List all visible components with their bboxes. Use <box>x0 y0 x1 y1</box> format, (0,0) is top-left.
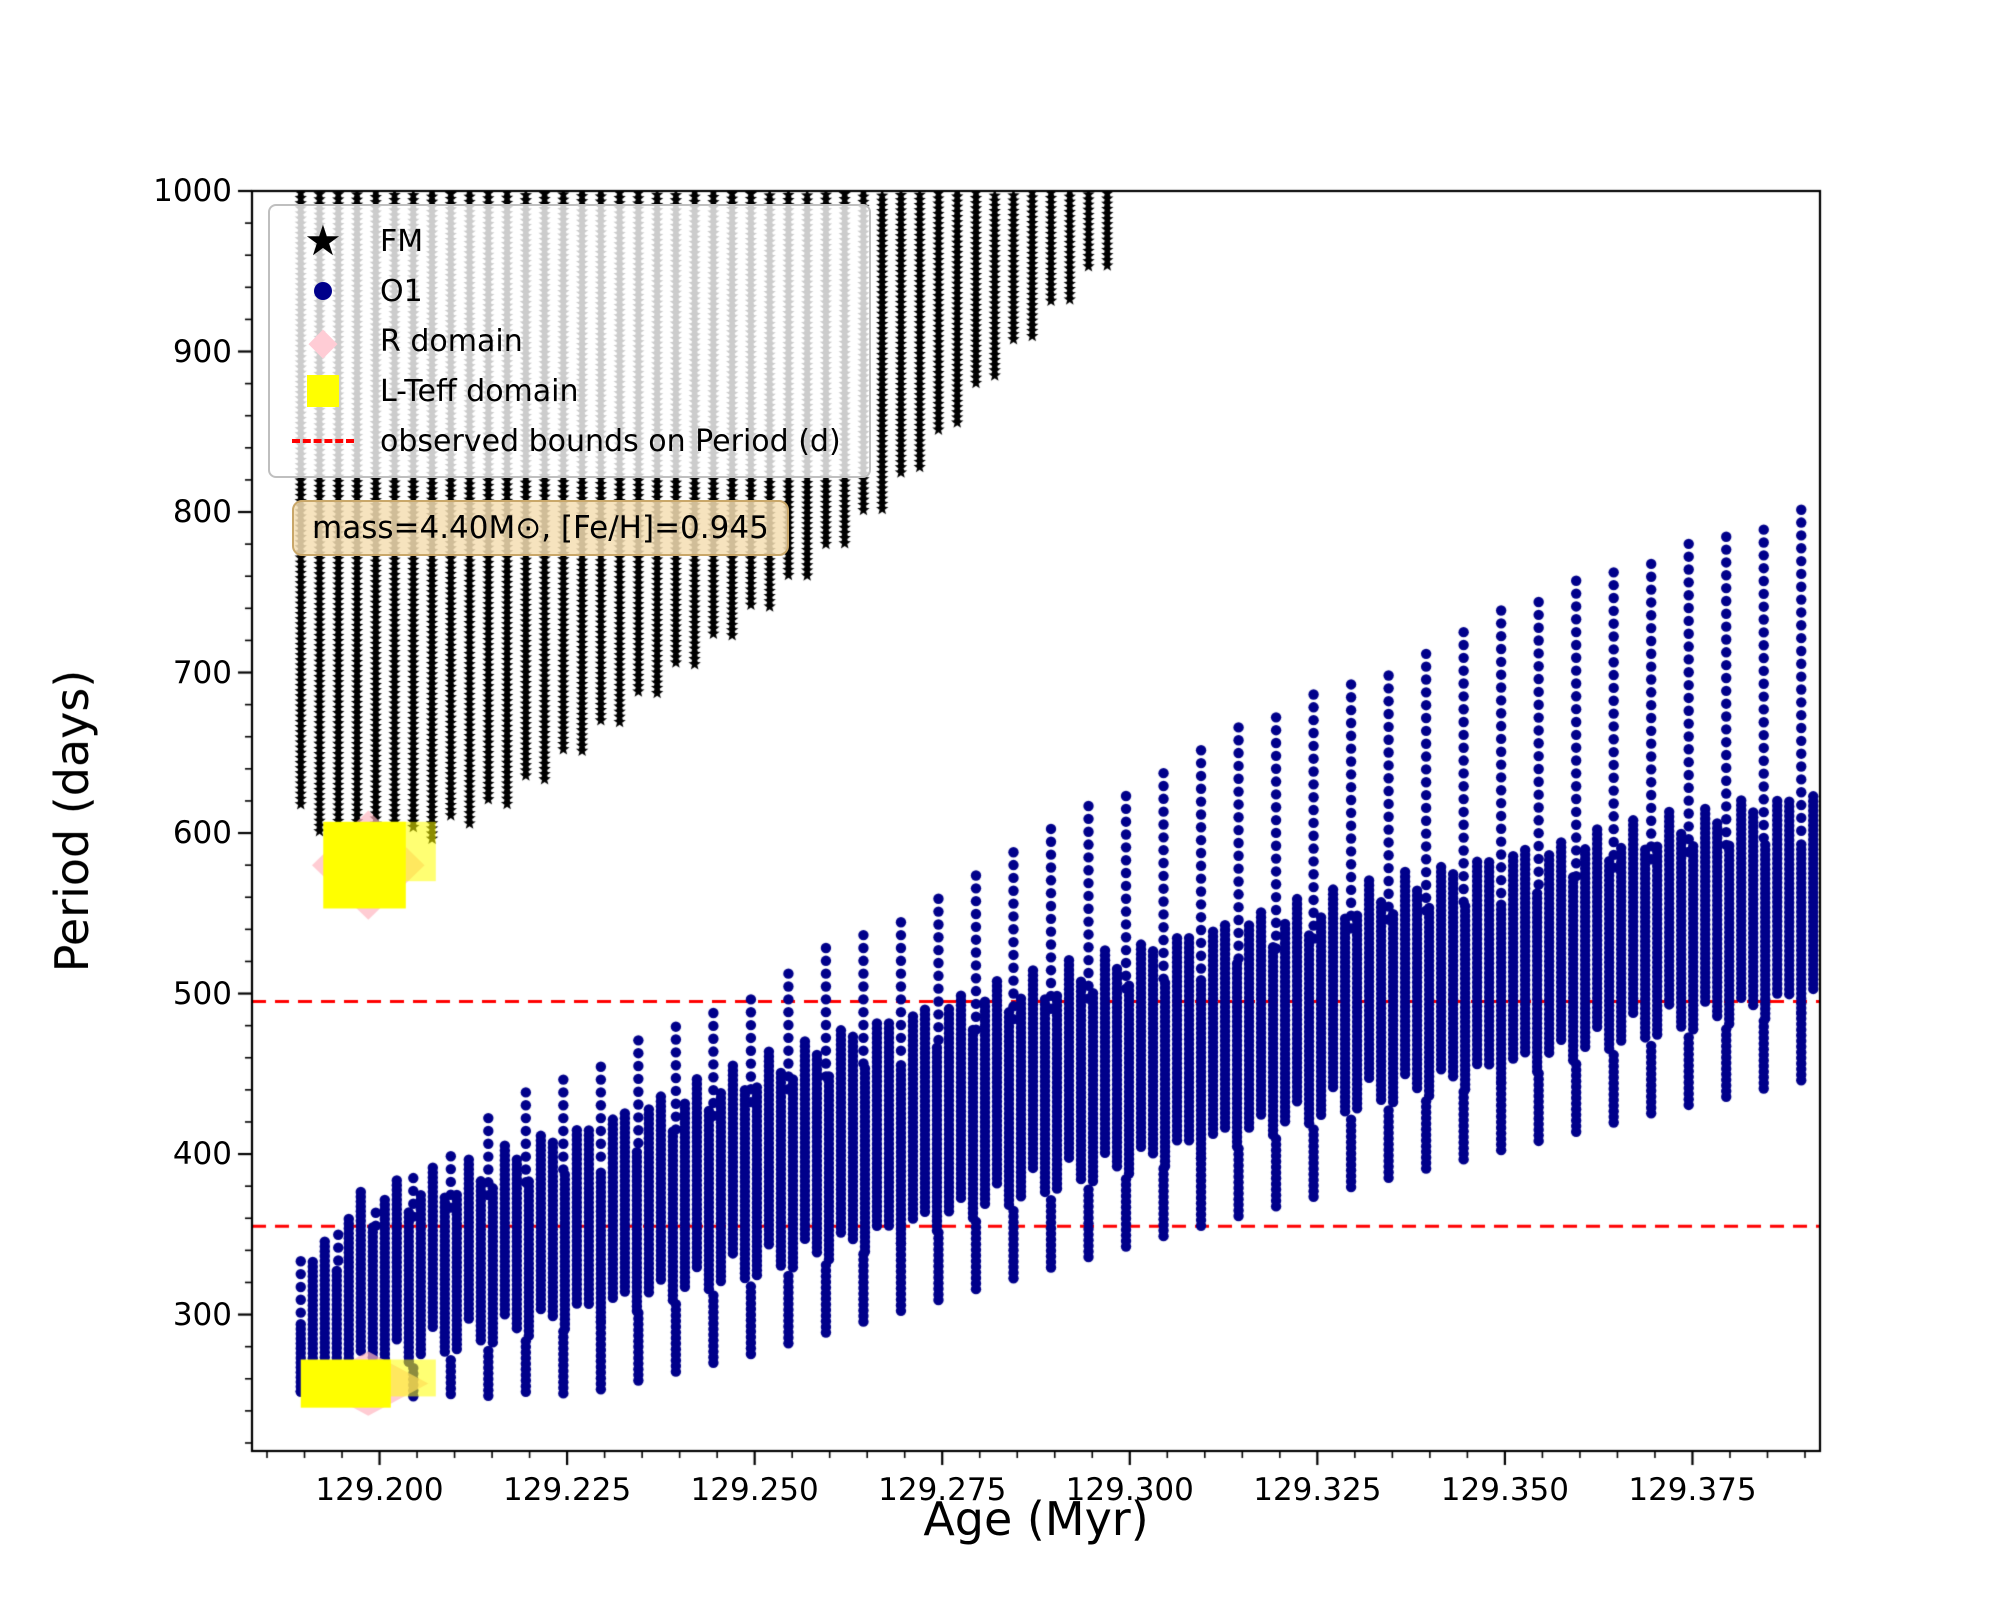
legend-label: L-Teff domain <box>380 373 579 409</box>
x-tick-label: 129.275 <box>878 1472 1007 1508</box>
legend-item-fm: ★ FM <box>286 218 841 264</box>
annotation-box: mass=4.40M⊙, [Fe/H]=0.945 <box>292 500 789 556</box>
legend-item-lteff-domain: L-Teff domain <box>286 368 841 414</box>
legend-label: O1 <box>380 273 423 309</box>
y-tick-label: 800 <box>172 494 232 531</box>
y-tick-label: 600 <box>172 815 232 852</box>
legend-label: FM <box>380 223 424 259</box>
y-tick-label: 500 <box>172 975 232 1012</box>
y-tick-label: 900 <box>172 333 232 370</box>
x-tick-label: 129.350 <box>1440 1472 1569 1508</box>
y-axis-label: Period (days) <box>45 669 99 973</box>
legend-label: observed bounds on Period (d) <box>380 423 841 459</box>
y-tick-label: 300 <box>172 1296 232 1333</box>
legend-item-observed-bounds: observed bounds on Period (d) <box>286 418 841 464</box>
x-axis-label: Age (Myr) <box>923 1492 1149 1546</box>
dashed-line-icon <box>286 439 360 443</box>
legend-item-r-domain: ◆ R domain <box>286 318 841 364</box>
legend-label: R domain <box>380 323 523 359</box>
y-tick-label: 1000 <box>153 173 232 209</box>
star-icon: ★ <box>304 216 342 265</box>
x-tick-label: 129.325 <box>1253 1472 1382 1508</box>
legend-item-o1: O1 <box>286 268 841 314</box>
circle-icon <box>286 282 360 300</box>
legend: ★ FM O1 ◆ R domain L-Teff domain observed boun… <box>268 204 871 478</box>
x-tick-label: 129.250 <box>690 1472 819 1508</box>
y-tick-label: 700 <box>172 654 232 691</box>
x-tick-label: 129.225 <box>502 1472 632 1508</box>
x-tick-label: 129.200 <box>315 1472 444 1508</box>
x-tick-label: 129.375 <box>1628 1472 1757 1508</box>
diamond-icon: ◆ <box>308 319 338 363</box>
square-icon <box>286 375 360 407</box>
y-tick-label: 400 <box>172 1136 232 1173</box>
x-tick-label: 129.300 <box>1065 1472 1194 1508</box>
